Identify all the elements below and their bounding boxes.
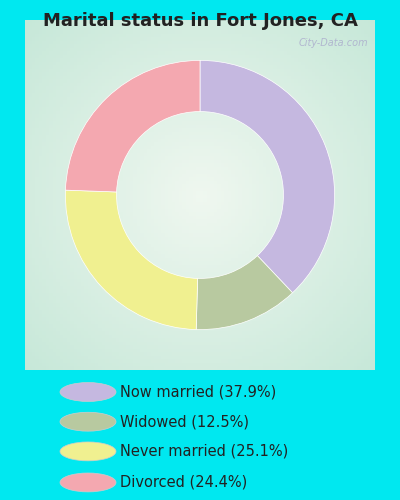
Wedge shape <box>65 190 198 330</box>
Text: Now married (37.9%): Now married (37.9%) <box>120 384 276 400</box>
Text: Widowed (12.5%): Widowed (12.5%) <box>120 414 249 429</box>
Circle shape <box>60 473 116 492</box>
Circle shape <box>60 382 116 402</box>
Wedge shape <box>66 60 200 192</box>
Text: Divorced (24.4%): Divorced (24.4%) <box>120 475 247 490</box>
Circle shape <box>60 442 116 461</box>
Text: Never married (25.1%): Never married (25.1%) <box>120 444 288 459</box>
Text: Marital status in Fort Jones, CA: Marital status in Fort Jones, CA <box>42 12 358 30</box>
Circle shape <box>60 412 116 431</box>
Wedge shape <box>196 256 292 330</box>
Text: City-Data.com: City-Data.com <box>298 38 368 48</box>
Wedge shape <box>200 60 335 293</box>
